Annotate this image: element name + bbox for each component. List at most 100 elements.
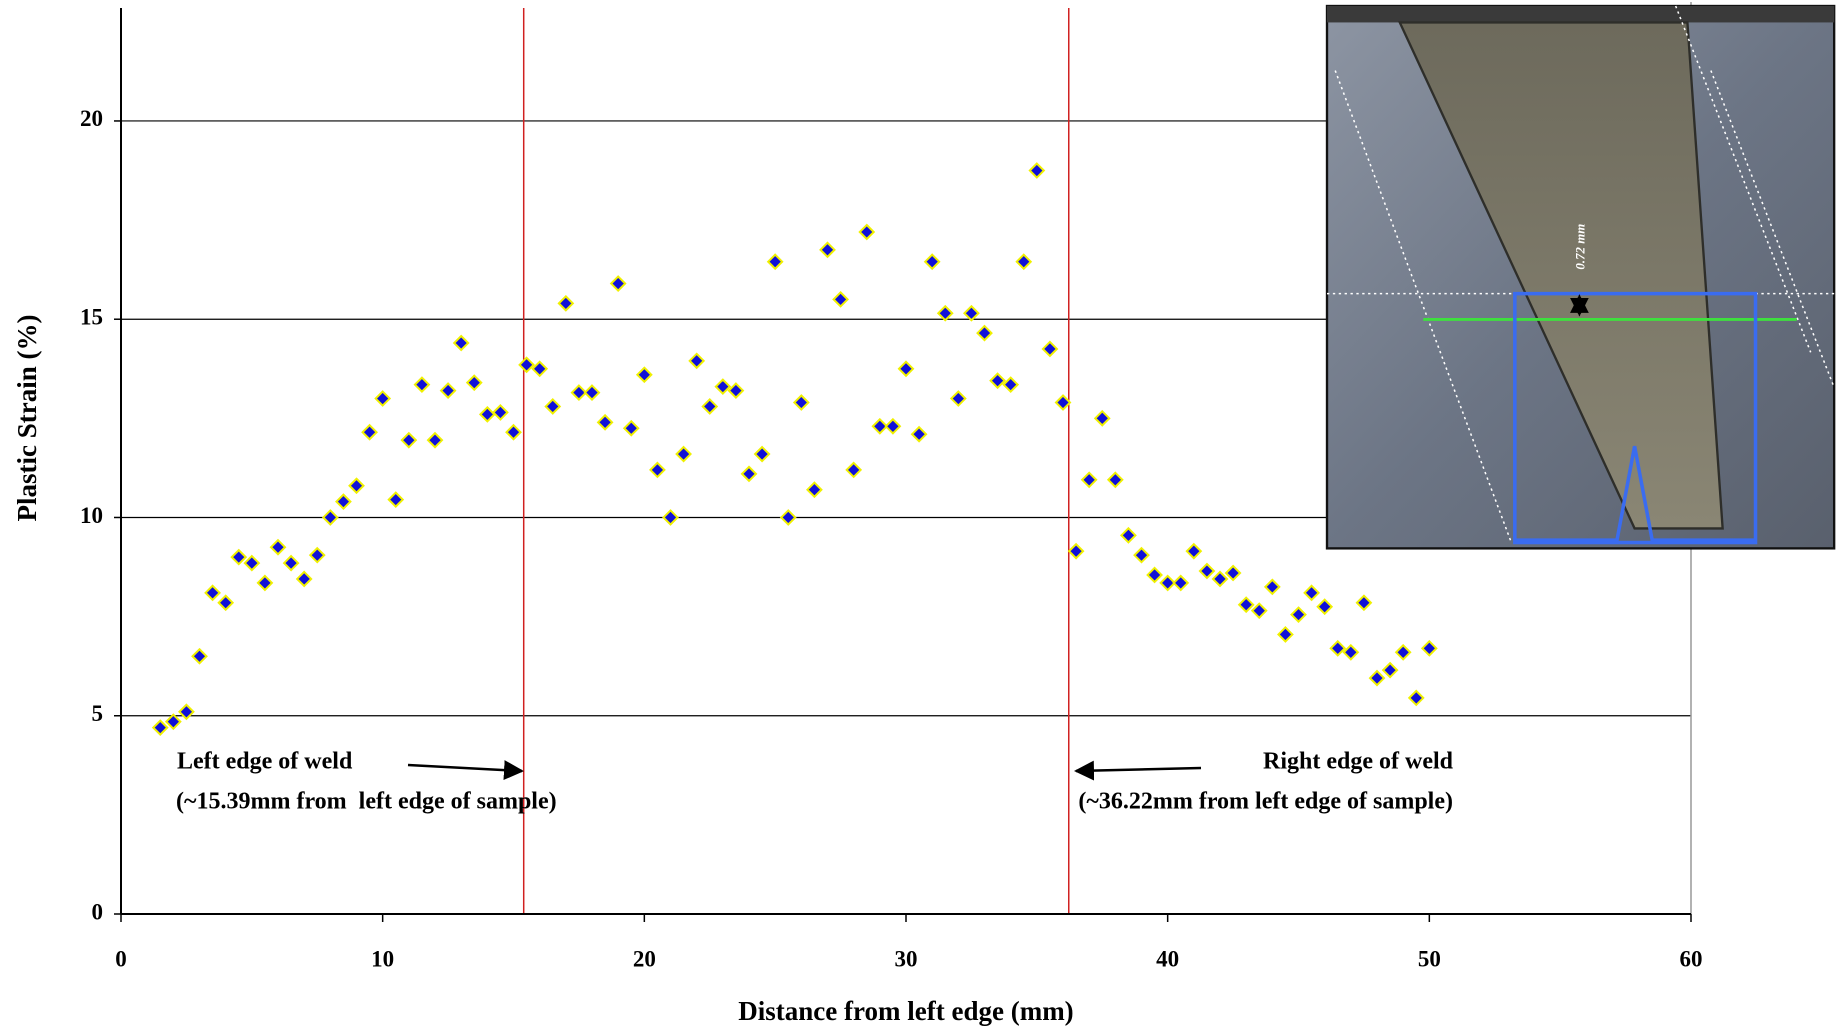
data-point bbox=[1002, 376, 1020, 394]
data-point bbox=[806, 481, 823, 499]
data-point bbox=[688, 352, 706, 370]
guide-line bbox=[1334, 70, 1513, 543]
data-point bbox=[335, 493, 352, 511]
data-point bbox=[845, 461, 863, 479]
annotation-arrow bbox=[407, 760, 524, 781]
data-point bbox=[387, 491, 405, 509]
data-point bbox=[230, 548, 248, 566]
data-point bbox=[923, 253, 941, 271]
data-point bbox=[531, 360, 549, 378]
inset-label: 0.72 mm bbox=[1573, 224, 1588, 270]
data-point bbox=[518, 356, 535, 374]
y-tick-label: 5 bbox=[92, 701, 104, 726]
data-point bbox=[465, 374, 483, 392]
x-tick-label: 50 bbox=[1418, 946, 1441, 971]
x-tick-label: 20 bbox=[633, 946, 656, 971]
data-point bbox=[1407, 689, 1425, 707]
data-point bbox=[452, 334, 470, 352]
data-point bbox=[1342, 643, 1360, 661]
data-point bbox=[321, 509, 339, 526]
data-point bbox=[361, 423, 378, 441]
annotation: Left edge of weld bbox=[177, 749, 353, 775]
profile bbox=[1514, 445, 1756, 542]
y-axis-title: Plastic Strain (%) bbox=[12, 315, 42, 522]
data-point bbox=[1277, 626, 1294, 643]
x-tick-label: 0 bbox=[115, 946, 127, 971]
data-point bbox=[701, 398, 719, 415]
data-point bbox=[1106, 471, 1124, 489]
y-tick-label: 15 bbox=[80, 304, 103, 329]
data-point bbox=[1394, 643, 1412, 661]
region-box bbox=[1513, 291, 1758, 545]
data-point bbox=[478, 405, 496, 423]
annotation: (~36.22mm from left edge of sample) bbox=[1078, 789, 1453, 815]
data-point bbox=[308, 546, 326, 564]
data-point bbox=[622, 419, 640, 437]
data-point bbox=[1263, 578, 1281, 596]
data-point bbox=[1172, 574, 1190, 592]
data-point bbox=[426, 431, 444, 449]
data-point bbox=[1041, 340, 1059, 358]
data-point bbox=[348, 477, 365, 495]
data-point bbox=[753, 445, 771, 463]
data-point bbox=[217, 594, 235, 612]
data-point bbox=[714, 378, 732, 396]
data-point bbox=[1146, 566, 1163, 584]
data-point bbox=[1381, 661, 1399, 679]
data-point bbox=[374, 390, 392, 407]
annotation-arrow bbox=[1074, 760, 1202, 781]
data-point bbox=[1120, 526, 1137, 544]
data-point bbox=[819, 241, 836, 259]
data-point bbox=[1054, 394, 1072, 411]
data-point bbox=[884, 417, 902, 435]
data-point bbox=[662, 509, 679, 526]
data-point bbox=[1237, 596, 1255, 614]
data-point bbox=[1303, 584, 1320, 602]
data-point bbox=[871, 417, 889, 435]
data-point bbox=[164, 713, 182, 731]
data-point bbox=[609, 275, 627, 292]
data-point bbox=[1198, 562, 1216, 580]
data-point bbox=[570, 384, 588, 401]
inset-photo: 0.72 mm bbox=[1325, 4, 1836, 550]
annotation: Right edge of weld bbox=[1263, 749, 1454, 775]
data-point bbox=[989, 372, 1006, 390]
x-tick-label: 40 bbox=[1156, 946, 1179, 971]
data-point bbox=[256, 574, 274, 592]
data-point bbox=[1015, 253, 1033, 271]
data-point bbox=[766, 253, 784, 271]
data-point bbox=[1224, 564, 1242, 582]
data-point bbox=[910, 425, 928, 443]
data-point bbox=[858, 223, 876, 241]
data-point bbox=[649, 461, 666, 479]
data-point bbox=[1211, 570, 1229, 588]
y-tick-label: 0 bbox=[92, 899, 104, 924]
data-point bbox=[1028, 162, 1046, 179]
data-point bbox=[400, 431, 418, 449]
data-point bbox=[1080, 471, 1098, 489]
data-point bbox=[191, 647, 208, 665]
data-point bbox=[1133, 546, 1150, 564]
data-point bbox=[1250, 602, 1268, 620]
data-point bbox=[492, 403, 509, 421]
data-point bbox=[583, 384, 601, 401]
data-point bbox=[557, 294, 575, 312]
guide-line bbox=[1710, 70, 1835, 388]
data-point bbox=[949, 390, 967, 407]
x-tick-label: 30 bbox=[895, 946, 918, 971]
data-point bbox=[243, 554, 261, 572]
data-point bbox=[1355, 594, 1373, 612]
data-point bbox=[413, 376, 431, 394]
data-point bbox=[936, 304, 954, 322]
data-point bbox=[792, 394, 810, 411]
data-point bbox=[544, 398, 562, 415]
data-point bbox=[897, 360, 915, 378]
data-point bbox=[1067, 542, 1085, 560]
data-point bbox=[204, 584, 221, 602]
data-point bbox=[1185, 542, 1203, 560]
y-tick-label: 10 bbox=[80, 503, 103, 528]
data-point bbox=[269, 538, 287, 556]
data-point bbox=[1290, 606, 1307, 624]
data-point bbox=[963, 304, 980, 322]
